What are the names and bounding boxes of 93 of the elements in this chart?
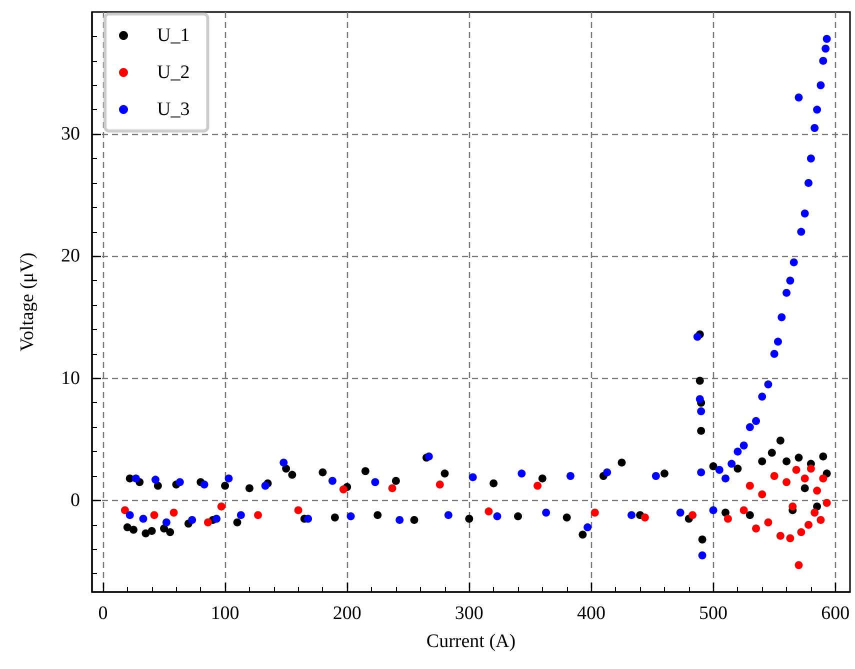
point — [788, 502, 797, 511]
point — [330, 514, 339, 522]
point — [800, 484, 809, 492]
point — [758, 490, 766, 498]
point — [734, 464, 742, 473]
point — [724, 514, 732, 523]
point — [288, 470, 296, 479]
point — [130, 526, 138, 534]
point — [770, 472, 778, 480]
point — [318, 468, 327, 476]
point — [618, 458, 626, 467]
point — [782, 478, 791, 486]
point — [722, 508, 730, 517]
point — [794, 454, 803, 462]
point — [776, 532, 784, 540]
y-tick-label: 0 — [70, 490, 80, 511]
point — [204, 518, 212, 526]
point — [819, 474, 828, 482]
point — [170, 508, 178, 517]
point — [123, 523, 132, 532]
point — [786, 534, 794, 542]
point — [166, 528, 174, 536]
point — [816, 516, 825, 524]
x-tick-label: 100 — [210, 603, 240, 624]
point — [697, 426, 706, 435]
point — [514, 512, 522, 520]
point — [782, 457, 791, 466]
point — [740, 506, 748, 514]
point — [339, 485, 348, 494]
x-axis-title: Current (A) — [426, 631, 516, 652]
point — [490, 479, 498, 488]
point — [813, 486, 822, 495]
point — [768, 448, 776, 457]
x-tick-label: 300 — [454, 603, 484, 624]
point — [810, 508, 819, 517]
point — [294, 506, 302, 514]
x-tick-label: 200 — [332, 603, 362, 624]
point — [388, 484, 396, 492]
legend-label: U_1 — [157, 25, 190, 46]
y-tick-label: 30 — [61, 124, 80, 145]
point — [120, 506, 129, 514]
x-tick-label: 500 — [699, 603, 728, 624]
point — [465, 514, 474, 523]
point — [217, 502, 226, 511]
point — [578, 530, 587, 539]
point — [709, 462, 718, 470]
point — [154, 482, 162, 490]
point — [221, 482, 230, 490]
point — [776, 436, 784, 445]
point — [374, 511, 382, 520]
point — [819, 452, 828, 460]
point — [484, 507, 493, 516]
point — [410, 516, 418, 524]
y-tick-label: 20 — [61, 246, 80, 267]
y-axis-title: Voltage (μV) — [17, 252, 38, 352]
point — [813, 502, 822, 511]
point — [440, 470, 449, 478]
point — [245, 484, 254, 492]
legend-label: U_3 — [157, 99, 190, 120]
point — [696, 376, 704, 385]
point — [792, 466, 800, 474]
point — [806, 464, 815, 473]
point — [590, 508, 599, 517]
x-tick-label: 400 — [576, 603, 606, 624]
point — [794, 561, 803, 570]
point — [822, 498, 831, 507]
point — [758, 457, 766, 466]
point — [797, 528, 806, 536]
point — [562, 514, 571, 522]
point — [233, 518, 242, 526]
point — [534, 482, 542, 490]
point — [752, 524, 760, 533]
point — [254, 511, 262, 520]
point — [804, 520, 812, 529]
point — [800, 474, 809, 482]
point — [142, 529, 150, 538]
point — [148, 526, 156, 535]
x-tick-label: 0 — [98, 603, 108, 624]
point — [688, 511, 697, 520]
point — [746, 482, 754, 490]
point — [538, 474, 546, 482]
point — [150, 511, 158, 520]
legend-label: U_2 — [157, 62, 190, 83]
point — [764, 518, 772, 526]
point — [392, 476, 400, 485]
point — [640, 514, 649, 522]
point — [660, 470, 668, 478]
y-tick-label: 10 — [61, 368, 80, 389]
x-tick-label: 600 — [821, 603, 850, 624]
point — [746, 511, 754, 520]
point — [361, 467, 370, 476]
point — [698, 535, 706, 544]
point — [436, 480, 444, 489]
